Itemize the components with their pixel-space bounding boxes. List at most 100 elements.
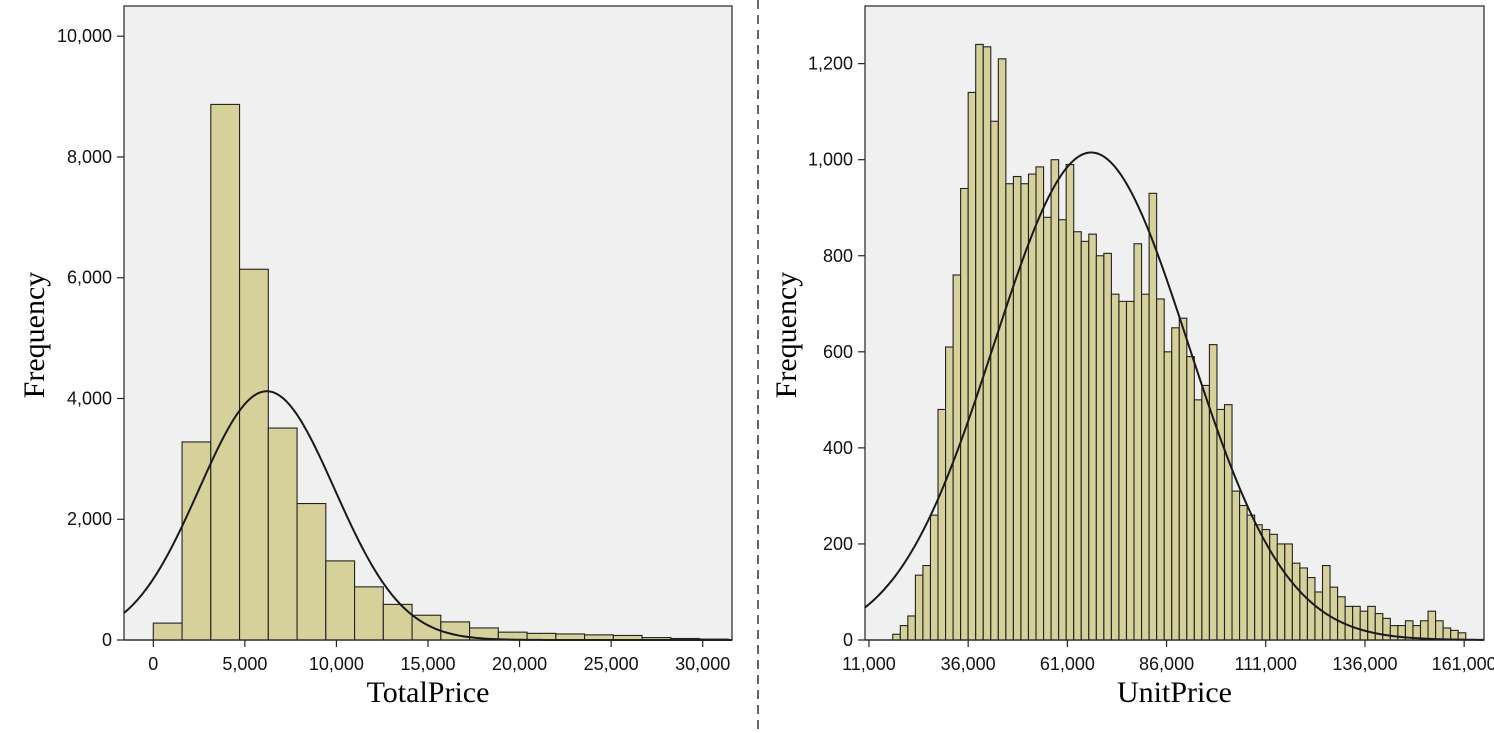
y-tick-label: 4,000 [67,388,112,408]
histogram-bar [1239,504,1248,641]
histogram-bar [1254,524,1263,641]
histogram-bar [944,346,954,641]
x-tick-label: 10,000 [309,654,364,674]
x-tick-label: 20,000 [492,654,547,674]
x-tick-label: 86,000 [1139,654,1194,674]
histogram-bar [1058,219,1067,641]
histogram-bar [1148,192,1158,641]
x-tick-label: 0 [148,654,158,674]
y-tick-label: 0 [102,630,112,650]
histogram-bar [1352,605,1361,641]
histogram-bar [892,633,901,641]
histogram-bar [1321,565,1331,641]
histogram-bar [1103,252,1112,641]
histogram-bar [1193,399,1203,641]
histogram-bar [1065,163,1075,641]
x-tick-label: 5,000 [222,654,267,674]
histogram-bar [239,268,269,641]
histogram-bar [1208,344,1218,641]
histogram-bar [937,408,947,641]
y-tick-label: 800 [823,246,853,266]
histogram-bar [1442,627,1452,641]
histogram-bar [1299,567,1308,641]
histogram-bar [1156,298,1165,641]
histogram-bar [1314,591,1324,641]
histogram-bar [1246,514,1256,641]
y-tick-label: 1,200 [808,54,853,74]
y-tick-label: 2,000 [67,509,112,529]
histogram-bar [1337,596,1346,641]
histogram-bar [1374,613,1384,641]
y-tick-label: 10,000 [57,26,112,46]
y-axis-title: Frequency [18,272,51,399]
x-tick-label: 61,000 [1040,654,1095,674]
histogram-bar [1118,300,1128,641]
histogram-bar [1223,404,1233,641]
histogram-bar [997,58,1007,641]
x-tick-label: 11,000 [842,654,896,674]
x-tick-label: 25,000 [584,654,639,674]
histogram-bar [907,615,916,641]
histogram-bar [1435,620,1444,641]
histogram-bar [267,427,298,641]
histogram-bar [1178,317,1188,641]
histogram-bar [1095,255,1105,641]
histogram-bar [1125,300,1135,641]
histogram-bar [922,565,932,641]
histogram-bar [914,574,924,641]
histogram-bar [1329,586,1339,641]
y-tick-label: 8,000 [67,147,112,167]
y-tick-label: 200 [823,534,853,554]
histogram-bar [1367,605,1376,641]
histogram-bar [929,514,939,641]
y-tick-label: 400 [823,438,853,458]
x-tick-label: 36,000 [941,654,996,674]
y-axis-title: Frequency [770,272,803,399]
histogram-bar [1382,617,1391,641]
histogram-bar [1163,351,1173,641]
histogram-bar [1080,240,1090,641]
histogram-bar [1088,233,1097,641]
x-tick-label: 136,000 [1332,654,1397,674]
histogram-bar [1005,183,1014,641]
histogram-bar [1035,166,1045,641]
histogram-bar [1141,293,1150,641]
histogram-bar [1050,159,1060,641]
histogram-bar [1284,543,1293,641]
histogram-bar [1291,562,1301,641]
x-tick-label: 161,000 [1432,654,1494,674]
y-tick-label: 0 [843,630,853,650]
totalprice-histogram: 0 2,000 4,000 6,000 8,000 10,000 0 5,000 10,000 1… [18,5,733,709]
histogram-bar [967,91,977,641]
y-tick-label: 6,000 [67,268,112,288]
y-tick-label: 1,000 [808,150,853,170]
histogram-bar [982,46,992,641]
x-axis-title: UnitPrice [1117,676,1232,709]
histogram-bar [1419,620,1429,641]
histogram-bar [1027,173,1037,641]
histogram-bar [354,586,384,641]
histogram-bar [975,43,984,641]
histogram-bar [210,103,241,641]
histogram-bar [152,622,183,641]
histogram-bar [325,560,356,641]
histogram-bar [899,625,909,641]
histogram-bar [296,502,327,641]
histogram-bar [960,187,969,641]
histogram-bar [990,120,999,641]
histogram-bar [1359,610,1369,641]
histogram-bar [1012,175,1022,641]
normal-curve [864,151,1485,641]
x-axis-title: TotalPrice [367,676,490,709]
histogram-bar [382,603,413,641]
histogram-bar [1344,605,1354,641]
y-tick-label: 600 [823,342,853,362]
histogram-bar [1073,231,1082,641]
histogram-bar [1427,610,1437,641]
histogram-bar [1389,625,1399,641]
histogram-bar [1201,384,1210,641]
histogram-bar [1043,216,1052,641]
x-tick-label: 15,000 [400,654,455,674]
x-tick-label: 30,000 [675,654,730,674]
